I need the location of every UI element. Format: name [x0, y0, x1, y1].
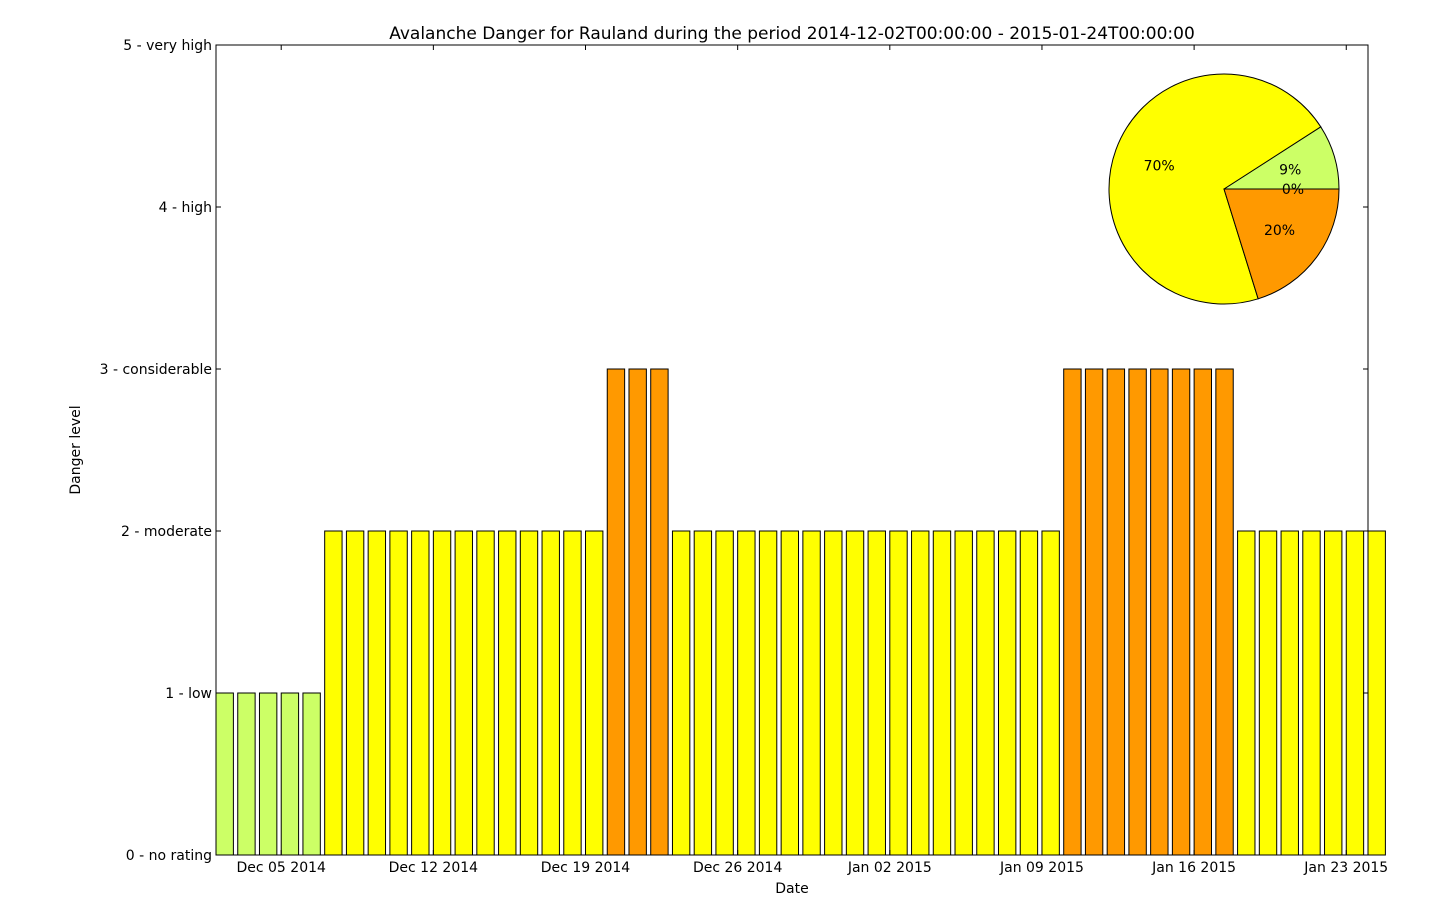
bar-day-44: [1150, 368, 1169, 856]
bar-day-9: [389, 530, 408, 856]
bar-day-28: [802, 530, 821, 856]
x-tick-label: Dec 12 2014: [389, 860, 479, 876]
bar-day-14: [498, 530, 517, 856]
bar-day-17: [563, 530, 582, 856]
bar-day-34: [932, 530, 952, 856]
bar-day-19: [606, 368, 626, 856]
bar-day-37: [997, 530, 1017, 856]
pie-slice-label: 70%: [1144, 158, 1175, 174]
bar-day-8: [367, 530, 387, 856]
bar-day-21: [650, 368, 669, 856]
bar-day-6: [324, 530, 343, 856]
bar-day-39: [1041, 530, 1060, 856]
plot-frame: [215, 44, 1369, 856]
bar-day-48: [1237, 530, 1256, 856]
bar-day-45: [1171, 368, 1191, 856]
x-tick-label: Jan 09 2015: [999, 860, 1084, 876]
bar-day-50: [1280, 530, 1299, 856]
y-tick-label: 5 - very high: [123, 38, 212, 54]
chart-title: Avalanche Danger for Rauland during the …: [389, 24, 1195, 44]
bar-day-35: [954, 530, 973, 856]
bar-day-18: [585, 530, 604, 856]
x-tick-label: Jan 02 2015: [847, 860, 932, 876]
pie-slice-label: 9%: [1279, 163, 1301, 179]
y-tick-label: 3 - considerable: [100, 362, 212, 378]
bar-day-51: [1302, 530, 1321, 856]
bar-day-12: [454, 530, 473, 856]
bar-day-24: [715, 530, 734, 856]
y-tick-label: 4 - high: [159, 200, 212, 216]
bar-day-53: [1345, 530, 1365, 856]
bar-day-38: [1019, 530, 1039, 856]
y-tick-label: 0 - no rating: [126, 848, 212, 864]
bar-day-3: [258, 692, 278, 856]
pie-slice-level-2: [1108, 73, 1322, 305]
bar-day-10: [411, 530, 430, 856]
bar-day-32: [889, 530, 908, 856]
bar-day-22: [671, 530, 691, 856]
bar-day-29: [824, 530, 843, 856]
bar-day-54: [1367, 530, 1386, 856]
bar-day-20: [628, 368, 647, 856]
bar-day-4: [280, 692, 300, 856]
bars-layer: [215, 368, 1386, 856]
bar-day-30: [845, 530, 865, 856]
x-tick-label: Dec 26 2014: [693, 860, 783, 876]
bar-day-1: [215, 692, 234, 856]
bar-day-31: [867, 530, 886, 856]
bar-day-43: [1128, 368, 1147, 856]
pie-slice-label: 0%: [1282, 182, 1304, 198]
bar-day-42: [1106, 368, 1126, 856]
bar-day-2: [237, 692, 256, 856]
bar-day-36: [976, 530, 995, 856]
bar-day-5: [302, 692, 321, 856]
bar-day-15: [519, 530, 539, 856]
bar-day-46: [1193, 368, 1212, 856]
y-axis: 0 - no rating 1 - low 2 - moderate 3 - cons…: [100, 38, 1368, 864]
bar-day-41: [1084, 368, 1104, 856]
bar-day-26: [758, 530, 778, 856]
bar-day-47: [1215, 368, 1234, 856]
y-tick-label: 1 - low: [165, 686, 212, 702]
bar-day-52: [1324, 530, 1343, 856]
bar-day-11: [432, 530, 452, 856]
bar-day-49: [1258, 530, 1278, 856]
x-tick-label: Dec 19 2014: [541, 860, 631, 876]
bar-day-16: [541, 530, 560, 856]
bar-day-13: [476, 530, 495, 856]
pie-chart: 9% 70% 20% 0%: [1108, 73, 1340, 305]
bar-day-7: [345, 530, 365, 856]
x-axis-label: Date: [775, 881, 808, 897]
bar-day-23: [693, 530, 713, 856]
bar-day-25: [737, 530, 756, 856]
y-axis-label: Danger level: [68, 405, 84, 494]
x-tick-label: Dec 05 2014: [236, 860, 326, 876]
x-tick-label: Jan 23 2015: [1303, 860, 1388, 876]
y-tick-label: 2 - moderate: [121, 524, 212, 540]
bar-day-33: [911, 530, 930, 856]
pie-slice-level-3: [1223, 188, 1340, 300]
x-tick-label: Jan 16 2015: [1151, 860, 1236, 876]
x-axis: Dec 05 2014 Dec 12 2014 Dec 19 2014 Dec 26 …: [236, 45, 1388, 876]
bar-day-27: [780, 530, 800, 856]
bar-day-40: [1063, 368, 1082, 856]
pie-slice-label: 20%: [1264, 223, 1295, 239]
